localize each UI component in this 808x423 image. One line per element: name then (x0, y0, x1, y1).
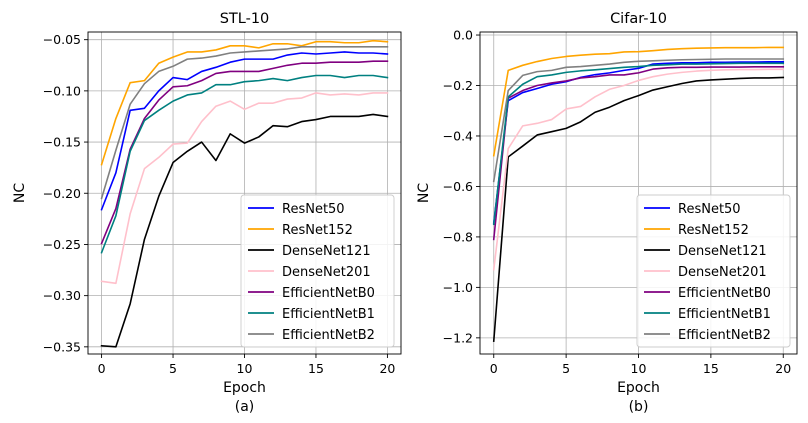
y-tick-label: −0.8 (443, 229, 473, 244)
x-tick-label: 5 (562, 361, 570, 376)
legend-label: ResNet50 (282, 202, 345, 217)
x-tick-label: 10 (631, 361, 647, 376)
x-axis-label: Epoch (617, 380, 660, 396)
y-tick-label: −0.10 (43, 83, 81, 98)
legend-box (240, 194, 395, 348)
y-tick-label: −1.0 (443, 280, 473, 295)
legend-label: DenseNet201 (678, 265, 767, 280)
x-tick-label: 0 (490, 361, 498, 376)
legend-label: ResNet50 (678, 202, 741, 217)
series-line-efficientnetb2 (100, 46, 389, 200)
x-tick-label: 20 (379, 361, 395, 376)
legend-label: EfficientNetB2 (282, 328, 375, 343)
y-tick-label: −0.6 (443, 179, 473, 194)
series-line-resnet152 (100, 39, 389, 166)
series-lines (100, 39, 389, 348)
legend-label: DenseNet121 (282, 244, 371, 259)
series-line-densenet121 (100, 113, 389, 348)
y-tick-label: −0.30 (43, 288, 81, 303)
chart-panel-cifar10: 0 5 10 15 20 −1.2 −1.0 −0.8 −0.6 −0.4 −0.2 0.0 Cifar… (416, 11, 798, 415)
x-axis-label: Epoch (223, 380, 266, 396)
legend-label: EfficientNetB0 (678, 286, 771, 301)
y-tick-label: 0.0 (453, 28, 473, 43)
x-tick-label: 15 (703, 361, 719, 376)
chart-panel-stl10: 0 5 10 15 20 −0.35 −0.30 −0.25 −0.20 −0.15 −0.10 −0… (12, 11, 402, 415)
figure-caption: (b) (629, 399, 649, 415)
legend-label: DenseNet121 (678, 244, 767, 259)
x-tick-label: 20 (775, 361, 791, 376)
series-line-efficientnetb1 (100, 74, 389, 254)
series-line-efficientnetb0 (492, 66, 785, 241)
legend-label: ResNet152 (678, 223, 749, 238)
series-lines (492, 46, 785, 342)
x-tick-label: 5 (169, 361, 177, 376)
y-axis-label: NC (12, 183, 28, 203)
legend: ResNet50 ResNet152 DenseNet121 DenseNet201 E… (240, 194, 395, 348)
series-line-resnet50 (492, 60, 785, 224)
chart-title: STL-10 (220, 11, 270, 27)
x-tick-label: 0 (98, 361, 106, 376)
y-tick-label: −0.20 (43, 186, 81, 201)
y-tick-label: −0.35 (43, 339, 81, 354)
legend-label: EfficientNetB1 (282, 307, 375, 322)
y-tick-label: −0.2 (443, 78, 473, 93)
y-tick-label: −0.15 (43, 135, 81, 150)
legend-label: EfficientNetB2 (678, 328, 771, 343)
y-tick-label: −0.25 (43, 237, 81, 252)
series-line-densenet121 (492, 76, 785, 342)
y-tick-label: −0.05 (43, 32, 81, 47)
legend-box (636, 194, 791, 348)
legend-label: ResNet152 (282, 223, 353, 238)
y-axis-label: NC (416, 183, 432, 203)
legend: ResNet50 ResNet152 DenseNet121 DenseNet201 E… (636, 194, 791, 348)
legend-label: EfficientNetB1 (678, 307, 771, 322)
series-line-densenet201 (100, 92, 389, 285)
legend-label: DenseNet201 (282, 265, 371, 280)
series-line-efficientnetb2 (492, 58, 785, 183)
x-tick-label: 10 (237, 361, 253, 376)
legend-label: EfficientNetB0 (282, 286, 375, 301)
y-tick-label: −0.4 (443, 128, 473, 143)
series-line-resnet152 (492, 46, 785, 157)
series-line-densenet201 (492, 68, 785, 271)
chart-title: Cifar-10 (610, 11, 667, 27)
figure-caption: (a) (235, 399, 255, 415)
series-line-efficientnetb1 (492, 62, 785, 226)
x-tick-label: 15 (308, 361, 324, 376)
series-line-resnet50 (100, 51, 389, 211)
y-tick-label: −1.2 (443, 330, 473, 345)
series-line-efficientnetb0 (100, 60, 389, 245)
